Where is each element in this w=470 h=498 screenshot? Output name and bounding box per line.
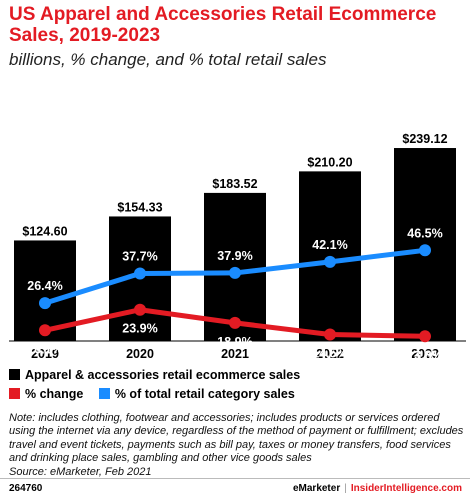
share-point-2019 [39,297,51,310]
brand-separator: | [344,483,347,494]
change-label-2023: 13.8% [407,348,442,360]
brand-insider-intelligence: InsiderIntelligence.com [350,483,462,494]
change-point-2021 [229,316,241,329]
share-point-2021 [229,266,241,279]
share-point-2022 [324,255,336,268]
bar-value-label-2021: $183.52 [212,177,257,191]
x-tick-2019: 2019 [31,347,59,360]
x-tick-2023: 2023 [411,347,439,360]
chart-note: Note: includes clothing, footwear and ac… [9,412,464,479]
x-tick-2022: 2022 [316,347,344,360]
legend-row-1: Apparel & accessories retail ecommerce s… [9,367,300,383]
share-label-2023: 46.5% [407,226,442,240]
change-label-2020: 23.9% [122,322,157,336]
legend-row-2: % change % of total retail category sale… [9,386,307,402]
share-label-2022: 42.1% [312,238,347,252]
chart-plot: $124.60 2019 $154.33 2020 $183.52 2021 $210.20… [9,132,466,360]
legend-swatch-bars [9,369,20,380]
chart-title: US Apparel and Accessories Retail Ecomme… [9,4,437,46]
change-point-2023 [419,330,431,343]
change-label-2019: 16.1% [27,342,62,356]
change-point-2020 [134,303,146,316]
share-label-2021: 37.9% [217,249,252,263]
bar-value-label-2022: $210.20 [307,155,352,169]
legend-label-share: % of total retail category sales [114,387,295,401]
footer: 264760 eMarketer | InsiderIntelligence.com [0,478,470,498]
legend-label-bars: Apparel & accessories retail ecommerce s… [25,368,301,382]
share-point-2023 [419,244,431,257]
bar-value-label-2019: $124.60 [22,224,67,238]
share-label-2020: 37.7% [122,249,157,263]
source-text: Source: eMarketer, Feb 2021 [9,465,152,478]
share-label-2019: 26.4% [27,279,62,293]
bar-value-label-2023: $239.12 [402,132,447,146]
legend-swatch-change [9,388,20,399]
change-label-2021: 18.9% [217,335,252,349]
brand-emarketer: eMarketer [292,483,341,494]
note-text: Note: includes clothing, footwear and ac… [9,412,464,465]
legend-label-change: % change [25,387,84,401]
x-tick-2020: 2020 [126,347,154,360]
x-tick-2021: 2021 [221,347,249,360]
share-point-2020 [134,267,146,280]
change-point-2022 [324,328,336,341]
chart-id: 264760 [9,483,43,494]
change-label-2022: 14.5% [312,346,347,360]
change-point-2019 [39,324,51,337]
bar-value-label-2020: $154.33 [117,200,162,214]
brand: eMarketer | InsiderIntelligence.com [293,483,462,494]
legend-swatch-share [98,388,110,399]
chart-subtitle: billions, % change, and % total retail s… [9,50,327,69]
